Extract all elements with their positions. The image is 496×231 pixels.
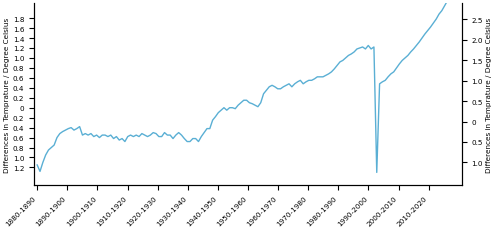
Y-axis label: Differences in Temprature / Degree Celsius: Differences in Temprature / Degree Celsi… bbox=[486, 17, 492, 172]
Y-axis label: Differences in Temprature / Degree Celsius: Differences in Temprature / Degree Celsi… bbox=[4, 17, 10, 172]
